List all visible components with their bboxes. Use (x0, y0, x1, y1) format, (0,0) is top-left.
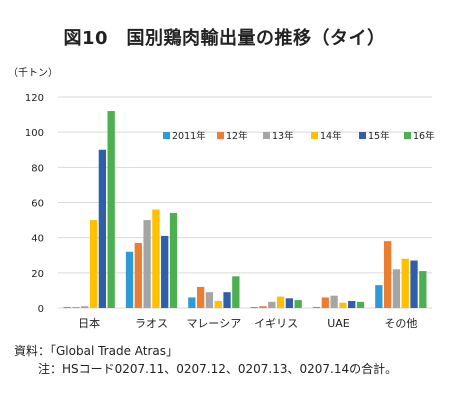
bar (134, 242, 142, 308)
bars (63, 111, 427, 308)
legend-swatch (311, 132, 318, 139)
bar (89, 220, 98, 308)
x-tick-label: マレーシア (186, 317, 241, 330)
chart-notes: 資料：「Global Trade Atras」 注：HSコード0207.11、0… (14, 342, 397, 378)
bar (312, 307, 321, 308)
legend-label: 12年 (226, 130, 248, 142)
x-tick-label: ラオス (135, 317, 168, 330)
bar (188, 297, 196, 308)
legend-swatch (263, 132, 270, 139)
bar (276, 296, 285, 308)
legend-swatch (163, 132, 170, 139)
bar (330, 295, 338, 308)
bar (214, 300, 222, 308)
bar (294, 300, 302, 308)
bar (107, 111, 115, 308)
bar (250, 307, 258, 308)
bar (348, 300, 356, 308)
y-tick-label: 100 (25, 128, 44, 139)
bar-chart: （千トン） 0 20 40 60 80 100 120 日本 ラオス マレーシア イギリス UAE そ… (8, 67, 435, 330)
legend-swatch (359, 132, 366, 139)
legend: 2011年 12年 13年 14年 15年 16年 (163, 130, 435, 142)
bar (321, 297, 329, 308)
bar (152, 209, 160, 308)
source-note: 資料：「Global Trade Atras」 (14, 344, 179, 358)
bar (410, 260, 418, 308)
y-tick-label: 0 (38, 304, 44, 315)
chart-title: 図10 国別鶏肉輸出量の推移（タイ） (63, 28, 386, 49)
bar (161, 235, 169, 308)
bar (419, 271, 427, 308)
gridlines (58, 96, 432, 309)
y-tick-label: 20 (31, 269, 44, 280)
legend-label: 2011年 (172, 130, 206, 142)
bar (63, 307, 71, 308)
bar (259, 306, 267, 308)
bar (268, 301, 276, 308)
y-tick-label: 60 (31, 199, 44, 210)
legend-label: 14年 (320, 130, 342, 142)
legend-swatch (404, 132, 411, 139)
bar (375, 285, 383, 308)
bar (98, 149, 107, 308)
bar (392, 269, 401, 308)
y-axis-unit-label: （千トン） (8, 67, 58, 79)
legend-label: 13年 (272, 130, 294, 142)
bar (81, 306, 89, 308)
bar (196, 286, 205, 308)
bar (285, 298, 294, 308)
bar (356, 301, 365, 308)
x-tick-label: UAE (327, 317, 350, 330)
bar (72, 307, 80, 308)
x-tick-label: 日本 (78, 316, 100, 330)
bar (143, 220, 151, 308)
x-tick-label: イギリス (254, 317, 298, 330)
x-axis-ticks: 日本 ラオス マレーシア イギリス UAE その他 (78, 316, 417, 330)
bar (125, 251, 134, 308)
bar (232, 276, 240, 308)
bar (383, 241, 392, 308)
bar (223, 292, 231, 308)
footnote: 注：HSコード0207.11、0207.12、0207.13、0207.14の合… (38, 362, 398, 376)
bar (205, 292, 214, 308)
bar (401, 258, 409, 308)
y-tick-label: 40 (31, 234, 44, 245)
legend-label: 16年 (413, 130, 435, 142)
y-tick-label: 120 (25, 93, 44, 104)
bar (169, 213, 178, 308)
legend-swatch (217, 132, 224, 139)
y-tick-label: 80 (31, 163, 44, 174)
bar (339, 302, 347, 308)
x-tick-label: その他 (384, 317, 417, 330)
y-axis-ticks: 0 20 40 60 80 100 120 (25, 93, 44, 315)
legend-label: 15年 (368, 130, 390, 142)
